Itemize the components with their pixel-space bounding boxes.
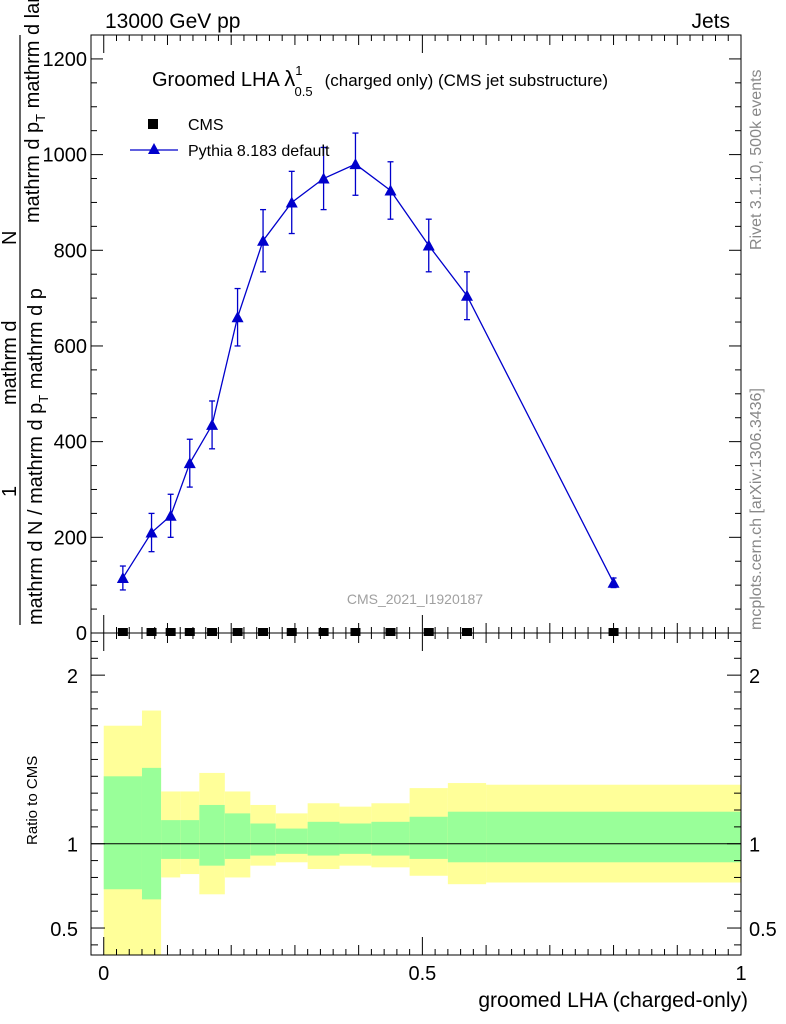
header-right: Jets bbox=[691, 10, 730, 33]
ratio-y-tick-label-left: 2 bbox=[67, 666, 78, 688]
title-lambda: λ bbox=[284, 66, 295, 91]
data-series bbox=[117, 628, 619, 636]
ratio-band-inner bbox=[180, 820, 200, 859]
ratio-band-inner bbox=[161, 820, 181, 859]
rivet-label: Rivet 3.1.10, 500k events bbox=[748, 69, 765, 250]
main-y-tick-label: 1000 bbox=[43, 145, 88, 167]
mc-point bbox=[257, 234, 270, 246]
header-left: 13000 GeV pp bbox=[105, 10, 240, 33]
ratio-band-inner bbox=[409, 816, 448, 859]
cms-point bbox=[165, 628, 176, 636]
ratio-y-tick-label-right: 0.5 bbox=[749, 919, 777, 941]
ratio-y-axis: 0.5 0.5 1 1 2 2 bbox=[50, 640, 777, 946]
legend-marker-mc bbox=[148, 143, 160, 154]
ratio-band-inner bbox=[141, 767, 162, 900]
x-tick-label: 0.5 bbox=[408, 963, 436, 985]
legend-label-mc: Pythia 8.183 default bbox=[188, 143, 330, 160]
title-suffix: (charged only) (CMS jet substructure) bbox=[325, 71, 608, 90]
main-y-axis: 0200400600800100012001400160018002000220… bbox=[43, 49, 741, 645]
ylabel-denominator: mathrm d N / mathrm d pT mathrm d p bbox=[25, 288, 51, 625]
ratio-band-inner bbox=[103, 776, 142, 890]
ylabel-numerator: mathrm d bbox=[0, 321, 21, 405]
ylabel-den-part2: mathrm d p bbox=[25, 288, 47, 395]
ratio-band-inner bbox=[307, 821, 340, 856]
ratio-band-inner bbox=[224, 813, 251, 859]
cms-point bbox=[385, 628, 396, 636]
mc-point bbox=[422, 239, 435, 251]
mc-point bbox=[116, 571, 129, 583]
ylabel-den-t: T bbox=[36, 395, 51, 403]
mc-point bbox=[231, 311, 244, 323]
ratio-y-tick-label-left: 0.5 bbox=[50, 919, 78, 941]
mc-point bbox=[285, 196, 298, 208]
cms-point bbox=[350, 628, 361, 636]
legend-label-cms: CMS bbox=[188, 117, 224, 134]
ratio-band-inner bbox=[371, 821, 410, 856]
plot-title: Groomed LHA λ1 0.5 (charged only) (CMS jet… bbox=[152, 63, 608, 99]
ratio-band-inner bbox=[486, 811, 741, 863]
main-y-tick-label: 1200 bbox=[43, 49, 88, 71]
mc-point bbox=[145, 526, 158, 538]
title-superscript: 1 bbox=[295, 63, 302, 78]
cms-point bbox=[258, 628, 269, 636]
legend: CMS Pythia 8.183 default bbox=[130, 117, 330, 160]
ratio-band-inner bbox=[339, 823, 372, 854]
ylabel-num-tail: mathrm d pT mathrm d lambda bbox=[22, 0, 48, 223]
x-tick-label: 1 bbox=[735, 963, 746, 985]
ratio-band-inner bbox=[199, 804, 225, 866]
ylabel-num-end: mathrm d lambda bbox=[22, 0, 44, 114]
x-tick-label: 0 bbox=[98, 963, 109, 985]
ylabel-one: 1 bbox=[0, 486, 21, 497]
mc-point bbox=[317, 172, 330, 184]
ylabel-num-tail-text: mathrm d p bbox=[22, 122, 44, 223]
cms-point bbox=[423, 628, 434, 636]
main-y-tick-label: 200 bbox=[54, 527, 87, 549]
mc-point bbox=[183, 457, 196, 469]
mc-point bbox=[384, 184, 397, 196]
mcplots-label: mcplots.cern.ch [arXiv:1306.3436] bbox=[748, 388, 765, 630]
ratio-y-tick-label-left: 1 bbox=[67, 835, 78, 857]
y-axis-label: mathrm d N / mathrm d pT mathrm d p 1 ma… bbox=[0, 0, 51, 625]
main-y-tick-label: 0 bbox=[76, 623, 87, 645]
mc-series-line bbox=[122, 163, 615, 584]
mc-point bbox=[607, 576, 620, 588]
ratio-y-tick-label-right: 1 bbox=[749, 835, 760, 857]
ylabel-num-n: N bbox=[0, 231, 21, 245]
legend-marker-cms bbox=[148, 119, 158, 129]
cms-point bbox=[286, 628, 297, 636]
cms-point bbox=[207, 628, 218, 636]
x-axis-label: groomed LHA (charged-only) bbox=[478, 989, 748, 1012]
mc-point bbox=[460, 289, 473, 301]
cms-point bbox=[117, 628, 128, 636]
mc-point bbox=[349, 158, 362, 170]
ratio-y-tick-label-right: 2 bbox=[749, 666, 760, 688]
main-y-tick-label: 400 bbox=[54, 432, 87, 454]
main-y-tick-label: 800 bbox=[54, 240, 87, 262]
title-prefix: Groomed LHA bbox=[152, 69, 284, 91]
cms-point bbox=[184, 628, 195, 636]
ratio-band-inner bbox=[447, 811, 487, 863]
main-y-tick-label: 600 bbox=[54, 336, 87, 358]
watermark: CMS_2021_I1920187 bbox=[347, 591, 483, 607]
ratio-band-inner bbox=[250, 823, 276, 856]
title-subscript: 0.5 bbox=[295, 84, 313, 99]
ratio-frame bbox=[90, 632, 742, 956]
ylabel-num-t: T bbox=[33, 114, 48, 122]
ylabel-den-part1: mathrm d N / mathrm d p bbox=[25, 403, 47, 625]
cms-point bbox=[146, 628, 157, 636]
ratio-band-inner bbox=[275, 828, 308, 854]
mc-series bbox=[116, 132, 620, 591]
cms-point bbox=[608, 628, 619, 636]
ratio-y-axis-label: Ratio to CMS bbox=[24, 756, 41, 845]
cms-point bbox=[461, 628, 472, 636]
ylabel-num: mathrm d bbox=[0, 321, 21, 405]
cms-point bbox=[232, 628, 243, 636]
mc-point bbox=[206, 418, 219, 430]
mc-point bbox=[164, 509, 177, 521]
cms-point bbox=[318, 628, 329, 636]
ratio-bands bbox=[103, 710, 741, 955]
